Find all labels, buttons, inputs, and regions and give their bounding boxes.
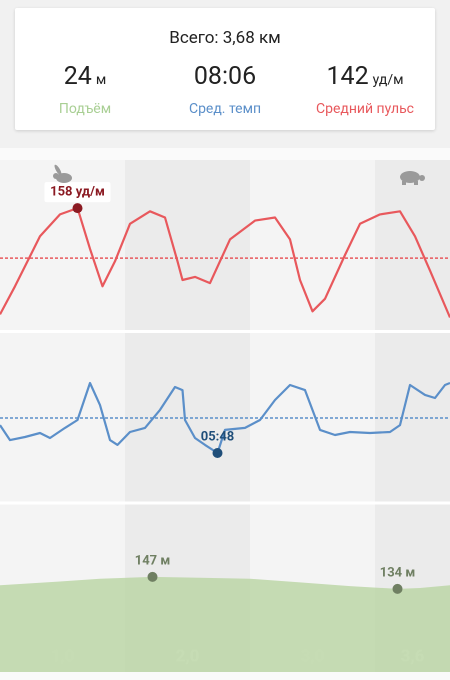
annotation-dot xyxy=(72,203,83,214)
data-area xyxy=(0,576,450,672)
annotation-dot xyxy=(147,571,158,582)
annotation-label: 05:48 xyxy=(201,429,235,444)
summary-card: Всего: 3,68 км 24 м Подъём 08:06 Сред. те… xyxy=(15,8,435,130)
stat-unit: м xyxy=(95,72,107,88)
annotation-dot xyxy=(392,583,403,594)
annotation-dot xyxy=(212,448,223,459)
stat-value: 08:06 xyxy=(193,62,257,91)
stat-unit: уд/м xyxy=(372,72,404,88)
data-line xyxy=(0,381,450,455)
stat-value: 142 xyxy=(326,62,369,91)
stat: 08:06 Сред. темп xyxy=(155,62,295,117)
stat-value: 24 xyxy=(63,62,92,91)
fast-icon xyxy=(53,164,72,183)
total-distance: Всего: 3,68 км xyxy=(169,28,281,48)
stat: 142 уд/м Средний пульс xyxy=(295,62,435,117)
stat-label: Подъём xyxy=(58,101,112,117)
slow-icon xyxy=(400,171,425,185)
stat: 24 м Подъём xyxy=(15,62,155,117)
data-line xyxy=(0,207,450,318)
annotation-label: 158 уд/м xyxy=(50,185,105,200)
annotation-background xyxy=(44,182,111,203)
annotation-label: 147 м xyxy=(135,553,170,568)
annotation-label: 134 м xyxy=(380,565,415,580)
stat-label: Средний пульс xyxy=(316,101,414,117)
stat-label: Сред. темп xyxy=(188,101,262,117)
